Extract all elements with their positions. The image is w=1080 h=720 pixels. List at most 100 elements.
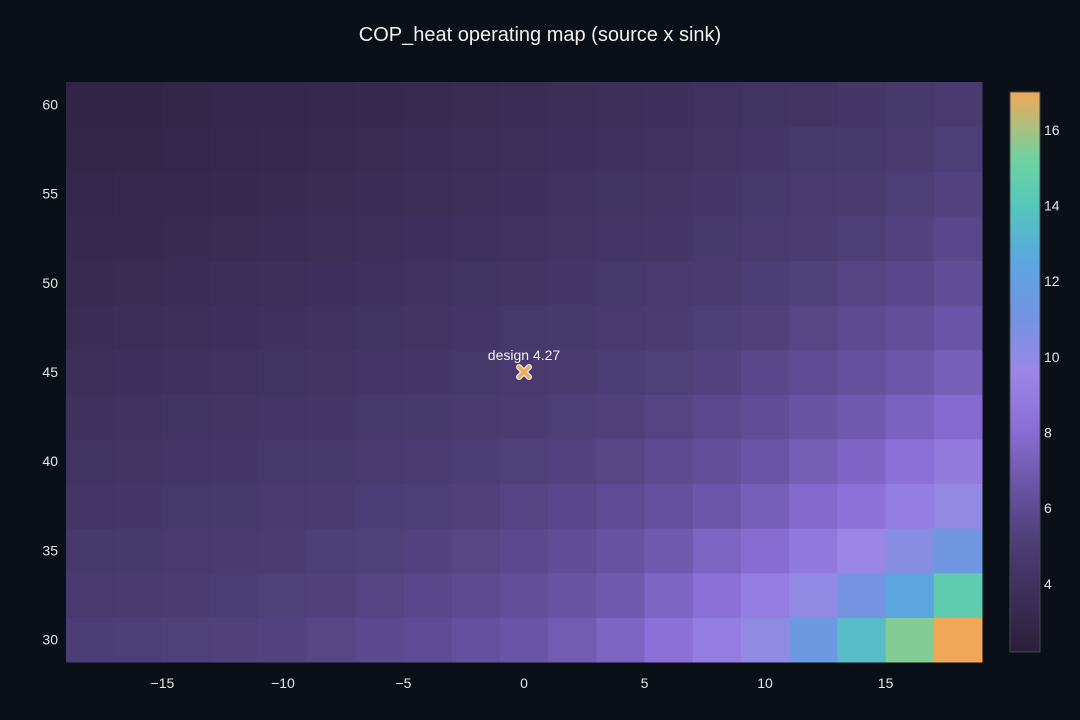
heatmap-cell	[210, 171, 260, 217]
heatmap-cell	[162, 617, 212, 663]
heatmap-cell	[162, 528, 212, 574]
heatmap-cell	[258, 617, 308, 663]
heatmap-cell	[692, 483, 742, 529]
heatmap-cell	[885, 438, 935, 485]
heatmap-cell	[258, 305, 308, 351]
heatmap-cell	[451, 349, 501, 395]
heatmap-cell	[451, 438, 501, 485]
colorbar-tick-label: 10	[1044, 349, 1060, 365]
heatmap-cell	[307, 126, 356, 172]
heatmap-cell	[933, 438, 983, 485]
heatmap-cell	[885, 305, 935, 351]
heatmap-cell	[162, 305, 212, 351]
x-axis: −15 −10 −5 0 5 10 15	[151, 675, 894, 691]
heatmap-cell	[596, 260, 646, 306]
heatmap-cell	[499, 82, 549, 128]
x-tick-label: −5	[395, 675, 411, 691]
heatmap-cell	[307, 305, 356, 351]
heatmap-cell	[307, 528, 356, 574]
x-tick-label: 10	[757, 675, 773, 691]
heatmap-cell	[933, 215, 983, 261]
colorbar-tick-label: 8	[1044, 425, 1052, 441]
heatmap-cell	[403, 215, 453, 261]
heatmap-cell	[644, 171, 694, 217]
heatmap-cell	[114, 617, 163, 663]
heatmap-cell	[258, 260, 308, 306]
heatmap-cell	[210, 215, 260, 261]
colorbar-tick-label: 12	[1044, 273, 1060, 289]
heatmap-cell	[740, 215, 790, 261]
heatmap-cell	[403, 617, 453, 663]
heatmap-cell	[66, 394, 115, 440]
heatmap-cell	[499, 528, 549, 574]
heatmap-cell	[355, 349, 404, 395]
heatmap-cell	[355, 617, 404, 663]
heatmap-cell	[307, 82, 356, 128]
heatmap-cell	[451, 305, 501, 351]
heatmap-cell	[403, 394, 453, 440]
heatmap-cell	[258, 126, 308, 172]
heatmap-cell	[114, 260, 163, 306]
heatmap-cell	[789, 126, 838, 172]
heatmap-cell	[162, 394, 212, 440]
heatmap-cell	[162, 572, 212, 618]
heatmap-cell	[258, 394, 308, 440]
heatmap-cell	[644, 572, 694, 618]
heatmap-cell	[114, 528, 163, 574]
heatmap-cell	[258, 215, 308, 261]
heatmap-cell	[837, 260, 887, 306]
heatmap-cell	[66, 617, 115, 663]
heatmap-cell	[403, 528, 453, 574]
heatmap-cell	[114, 349, 163, 395]
heatmap-cell	[355, 305, 404, 351]
heatmap-cell	[451, 171, 501, 217]
heatmap-cell	[596, 171, 646, 217]
y-tick-label: 55	[42, 186, 58, 202]
heatmap-cell	[933, 305, 983, 351]
heatmap-cell	[114, 305, 163, 351]
heatmap-cell	[596, 126, 646, 172]
heatmap-cell	[692, 349, 742, 395]
heatmap-cell	[548, 215, 597, 261]
heatmap-cell	[789, 617, 838, 663]
heatmap-cell	[837, 483, 887, 529]
heatmap-cell	[740, 394, 790, 440]
heatmap-cell	[548, 438, 597, 485]
heatmap-cell	[837, 528, 887, 574]
heatmap-cell	[162, 215, 212, 261]
heatmap-cell	[789, 572, 838, 618]
heatmap-cell	[837, 171, 887, 217]
heatmap-cell	[885, 82, 935, 128]
heatmap-cell	[644, 438, 694, 485]
heatmap-cell	[355, 394, 404, 440]
heatmap-cell	[644, 215, 694, 261]
heatmap-cell	[692, 305, 742, 351]
heatmap-cell	[596, 349, 646, 395]
heatmap-cell	[114, 126, 163, 172]
heatmap-cell	[499, 572, 549, 618]
heatmap-cell	[789, 171, 838, 217]
heatmap-cell	[933, 126, 983, 172]
x-tick-label: −10	[271, 675, 295, 691]
heatmap-cell	[692, 82, 742, 128]
heatmap-cell	[451, 215, 501, 261]
heatmap-cell	[692, 171, 742, 217]
colorbar-tick-label: 4	[1044, 576, 1052, 592]
heatmap-cell	[162, 82, 212, 128]
heatmap-cell	[789, 215, 838, 261]
heatmap-cell	[740, 126, 790, 172]
heatmap-cell	[307, 171, 356, 217]
heatmap-cell	[403, 260, 453, 306]
heatmap-cell	[162, 126, 212, 172]
heatmap-cell	[210, 483, 260, 529]
x-tick-label: −15	[151, 675, 175, 691]
heatmap-cell	[789, 394, 838, 440]
heatmap-cell	[933, 349, 983, 395]
heatmap-cell	[548, 572, 597, 618]
heatmap-cell	[258, 438, 308, 485]
heatmap-cell	[66, 82, 115, 128]
heatmap-cell	[789, 305, 838, 351]
heatmap-cell	[66, 528, 115, 574]
heatmap-cell	[403, 82, 453, 128]
heatmap-cell	[210, 260, 260, 306]
